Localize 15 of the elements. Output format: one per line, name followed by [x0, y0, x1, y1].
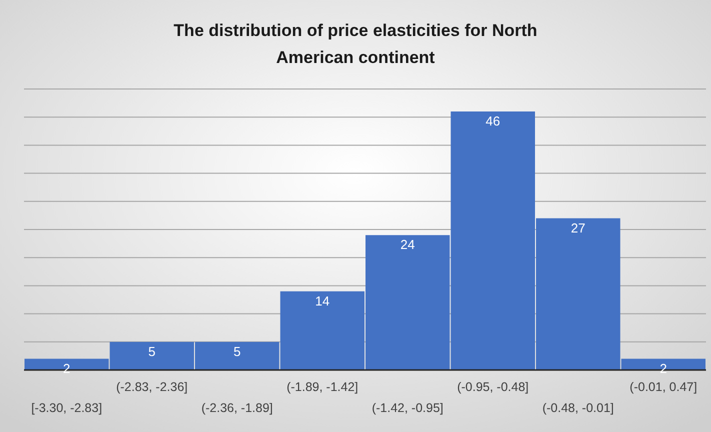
x-tick-label: (-0.48, -0.01]	[542, 401, 614, 415]
x-tick-label: (-1.42, -0.95]	[372, 401, 444, 415]
data-label: 27	[570, 220, 586, 236]
data-label: 14	[315, 293, 330, 308]
chart-title: The distribution of price elasticities for North American continent	[174, 21, 538, 67]
data-label: 46	[486, 113, 500, 128]
x-tick-label: (-2.36, -1.89]	[201, 401, 273, 415]
data-label: 24	[400, 237, 415, 252]
x-tick-label: (-0.95, -0.48]	[457, 380, 529, 394]
x-tick-label: (-1.89, -1.42]	[286, 380, 358, 394]
x-tick-label: (-0.01, 0.47]	[630, 380, 698, 394]
data-label: 5	[234, 344, 241, 359]
x-tick-label: (-2.83, -2.36]	[116, 380, 188, 394]
data-label: 5	[148, 344, 156, 359]
x-tick-label: [-3.30, -2.83]	[31, 401, 102, 415]
